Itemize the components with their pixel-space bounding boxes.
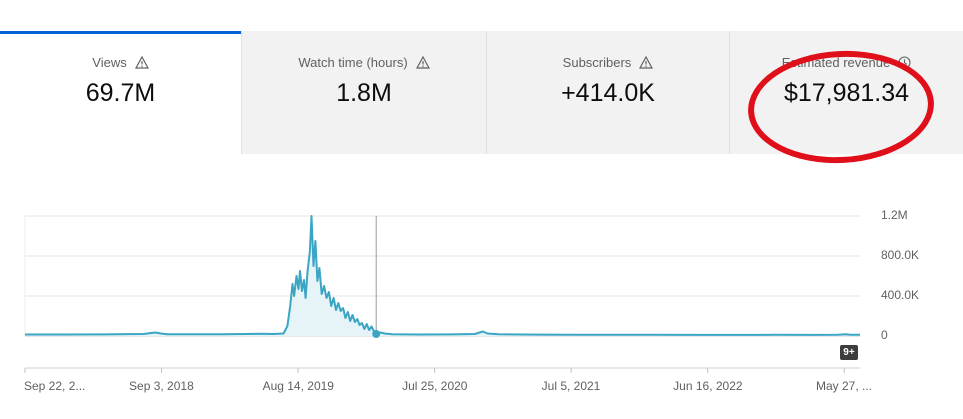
x-tick-marks — [24, 368, 845, 373]
views-chart[interactable]: 1.2M 800.0K 400.0K 0 Sep 22, 2... Sep 3, 201… — [0, 200, 963, 419]
views-series-line[interactable] — [25, 215, 861, 336]
hover-point[interactable] — [372, 330, 381, 338]
y-tick-label: 0 — [881, 328, 888, 342]
metric-value-views: 69.7M — [85, 79, 156, 107]
x-tick-label: Sep 22, 2... — [24, 379, 86, 393]
metric-value-subscribers: +414.0K — [561, 79, 655, 107]
metric-card-views[interactable]: Views 69.7M — [0, 31, 241, 154]
metric-label-subscribers: Subscribers — [487, 55, 729, 72]
metric-value-revenue: $17,981.34 — [783, 79, 910, 107]
metric-card-watch-time[interactable]: Watch time (hours) 1.8M — [241, 31, 486, 154]
y-tick-label: 1.2M — [881, 208, 908, 222]
y-tick-label: 800.0K — [881, 248, 920, 262]
warning-icon[interactable] — [134, 55, 149, 72]
chart-area-layer — [25, 216, 860, 336]
chart-plot[interactable] — [0, 200, 963, 419]
metric-cards: Views 69.7M Watch time (hours) 1.8M Subs… — [0, 31, 963, 168]
x-tick-label: May 27, ... — [816, 379, 873, 393]
metric-value-watch-time: 1.8M — [336, 79, 392, 107]
metric-label-views: Views — [0, 55, 241, 72]
annotation-marker-badge[interactable]: 9+ — [840, 345, 858, 360]
chart-gridlines — [24, 215, 860, 369]
y-tick-label: 400.0K — [881, 288, 920, 302]
x-tick-label: Jul 5, 2021 — [541, 379, 601, 393]
clock-icon[interactable] — [898, 56, 911, 72]
chart-line-layer — [25, 215, 861, 338]
x-tick-label: Jun 16, 2022 — [673, 379, 743, 393]
warning-icon[interactable] — [415, 55, 430, 72]
metric-card-revenue[interactable]: Estimated revenue $17,981.34 — [729, 31, 963, 154]
x-tick-label: Sep 3, 2018 — [129, 379, 194, 393]
views-series-area — [25, 216, 860, 336]
metric-label-watch-time: Watch time (hours) — [242, 55, 486, 72]
metric-label-revenue: Estimated revenue — [730, 55, 963, 72]
metric-card-subscribers[interactable]: Subscribers +414.0K — [486, 31, 729, 154]
x-tick-label: Aug 14, 2019 — [262, 379, 334, 393]
warning-icon[interactable] — [639, 55, 654, 72]
x-tick-label: Jul 25, 2020 — [402, 379, 468, 393]
